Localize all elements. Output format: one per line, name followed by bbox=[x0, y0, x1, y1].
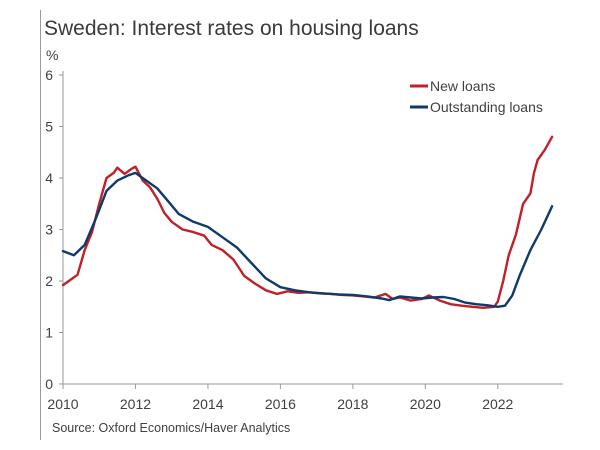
legend-label: New loans bbox=[430, 78, 495, 94]
y-tick-label: 6 bbox=[45, 67, 53, 83]
y-tick-label: 0 bbox=[45, 376, 53, 392]
x-tick-label: 2018 bbox=[337, 396, 368, 412]
y-tick-label: 4 bbox=[45, 170, 53, 186]
axes: 0 1 2 3 4 5 6 2010 2012 2014 2016 2018 2020 2022 bbox=[45, 67, 563, 412]
series-layer bbox=[61, 135, 554, 309]
legend-label: Outstanding loans bbox=[430, 99, 543, 115]
y-tick-label: 5 bbox=[45, 119, 53, 135]
y-tick-label: 3 bbox=[45, 222, 53, 238]
legend: New loans Outstanding loans bbox=[410, 78, 543, 115]
x-tick-label: 2010 bbox=[47, 396, 78, 412]
chart-title: Sweden: Interest rates on housing loans bbox=[44, 17, 419, 40]
source-note: Source: Oxford Economics/Haver Analytics bbox=[52, 421, 291, 435]
x-tick-label: 2014 bbox=[192, 396, 223, 412]
series-line-new-loans bbox=[61, 135, 554, 309]
x-tick-label: 2012 bbox=[120, 396, 151, 412]
series-line-outstanding-loans bbox=[61, 171, 554, 308]
y-tick-label: 1 bbox=[45, 325, 53, 341]
y-tick-label: 2 bbox=[45, 273, 53, 289]
x-tick-label: 2020 bbox=[410, 396, 441, 412]
x-tick-label: 2016 bbox=[265, 396, 296, 412]
x-tick-label: 2022 bbox=[482, 396, 513, 412]
y-axis-unit-label: % bbox=[46, 47, 59, 63]
left-frame-line bbox=[40, 10, 41, 440]
